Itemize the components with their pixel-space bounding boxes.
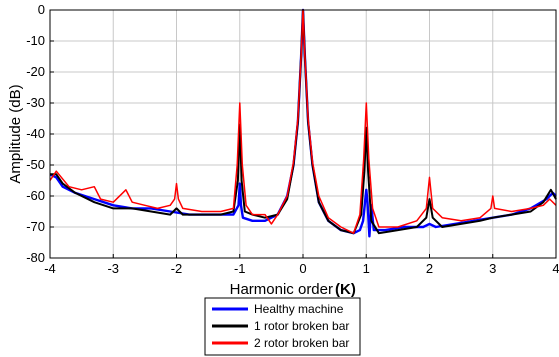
y-tick-label: 0 [38,2,45,17]
y-tick-label: -70 [26,219,45,234]
axis-ticks: -4 -3 -2 -1 0 1 2 3 40-10-20-30-40-50-60-70-80 [26,2,559,276]
x-tick-label: -2 [171,261,183,276]
x-tick-label: -3 [107,261,119,276]
legend-label-2: 1 rotor broken bar [254,319,349,333]
legend: Healthy machine 1 rotor broken bar 2 rotor… [204,297,361,356]
y-tick-label: -10 [26,33,45,48]
y-tick-label: -20 [26,64,45,79]
x-tick-label: 0 [299,261,306,276]
x-tick-label: -1 [234,261,246,276]
y-tick-label: -50 [26,157,45,172]
x-tick-label: 3 [489,261,496,276]
x-tick-label: 1 [363,261,370,276]
legend-label-3: 2 rotor broken bar [254,336,349,350]
x-axis-label: Harmonic order [230,281,333,298]
x-axis-label-symbol: (K) [335,281,356,298]
x-tick-label: 4 [552,261,559,276]
y-tick-label: -30 [26,95,45,110]
y-tick-label: -40 [26,126,45,141]
legend-label-1: Healthy machine [254,302,344,316]
y-axis-label: Amplitude (dB) [7,84,24,183]
series-line-3 [49,9,557,234]
x-tick-label: 2 [426,261,433,276]
y-tick-label: -60 [26,188,45,203]
series-lines [49,8,557,238]
x-tick-label: -4 [44,261,56,276]
y-tick-label: -80 [26,250,45,265]
